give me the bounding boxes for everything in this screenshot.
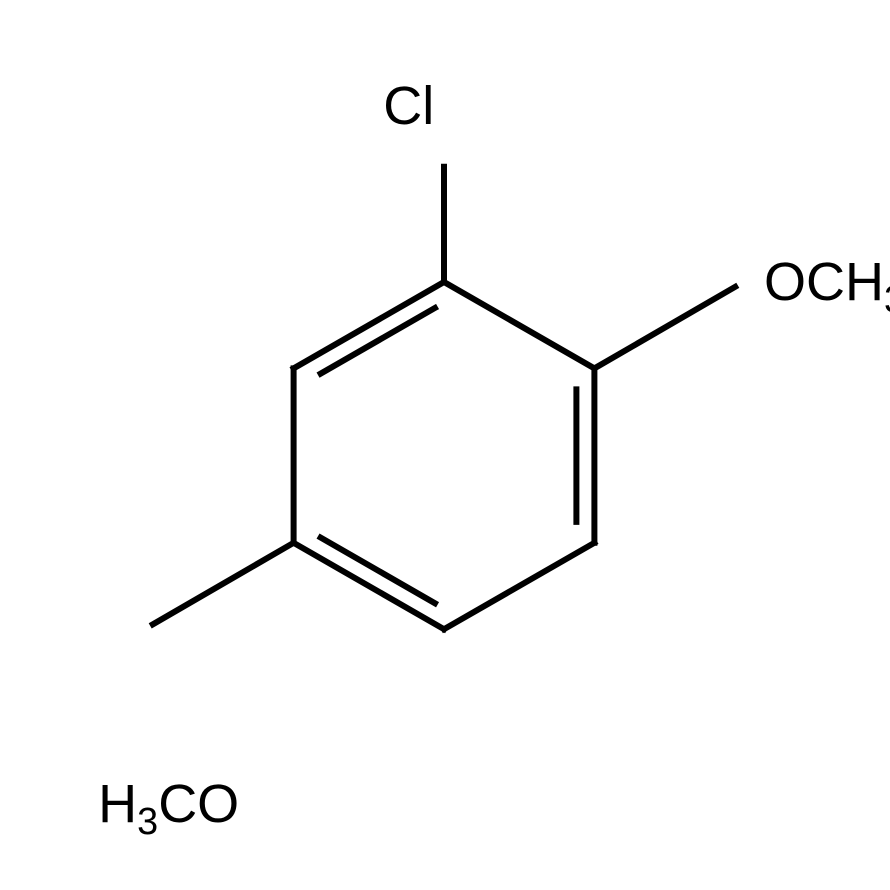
atom-label-och3-top: OCH3 (764, 255, 890, 309)
bonds-layer (0, 0, 890, 890)
atom-label-och3-bottom: H3CO (98, 777, 239, 831)
structure-canvas (0, 0, 890, 890)
atom-label-cl: Cl (383, 79, 434, 133)
